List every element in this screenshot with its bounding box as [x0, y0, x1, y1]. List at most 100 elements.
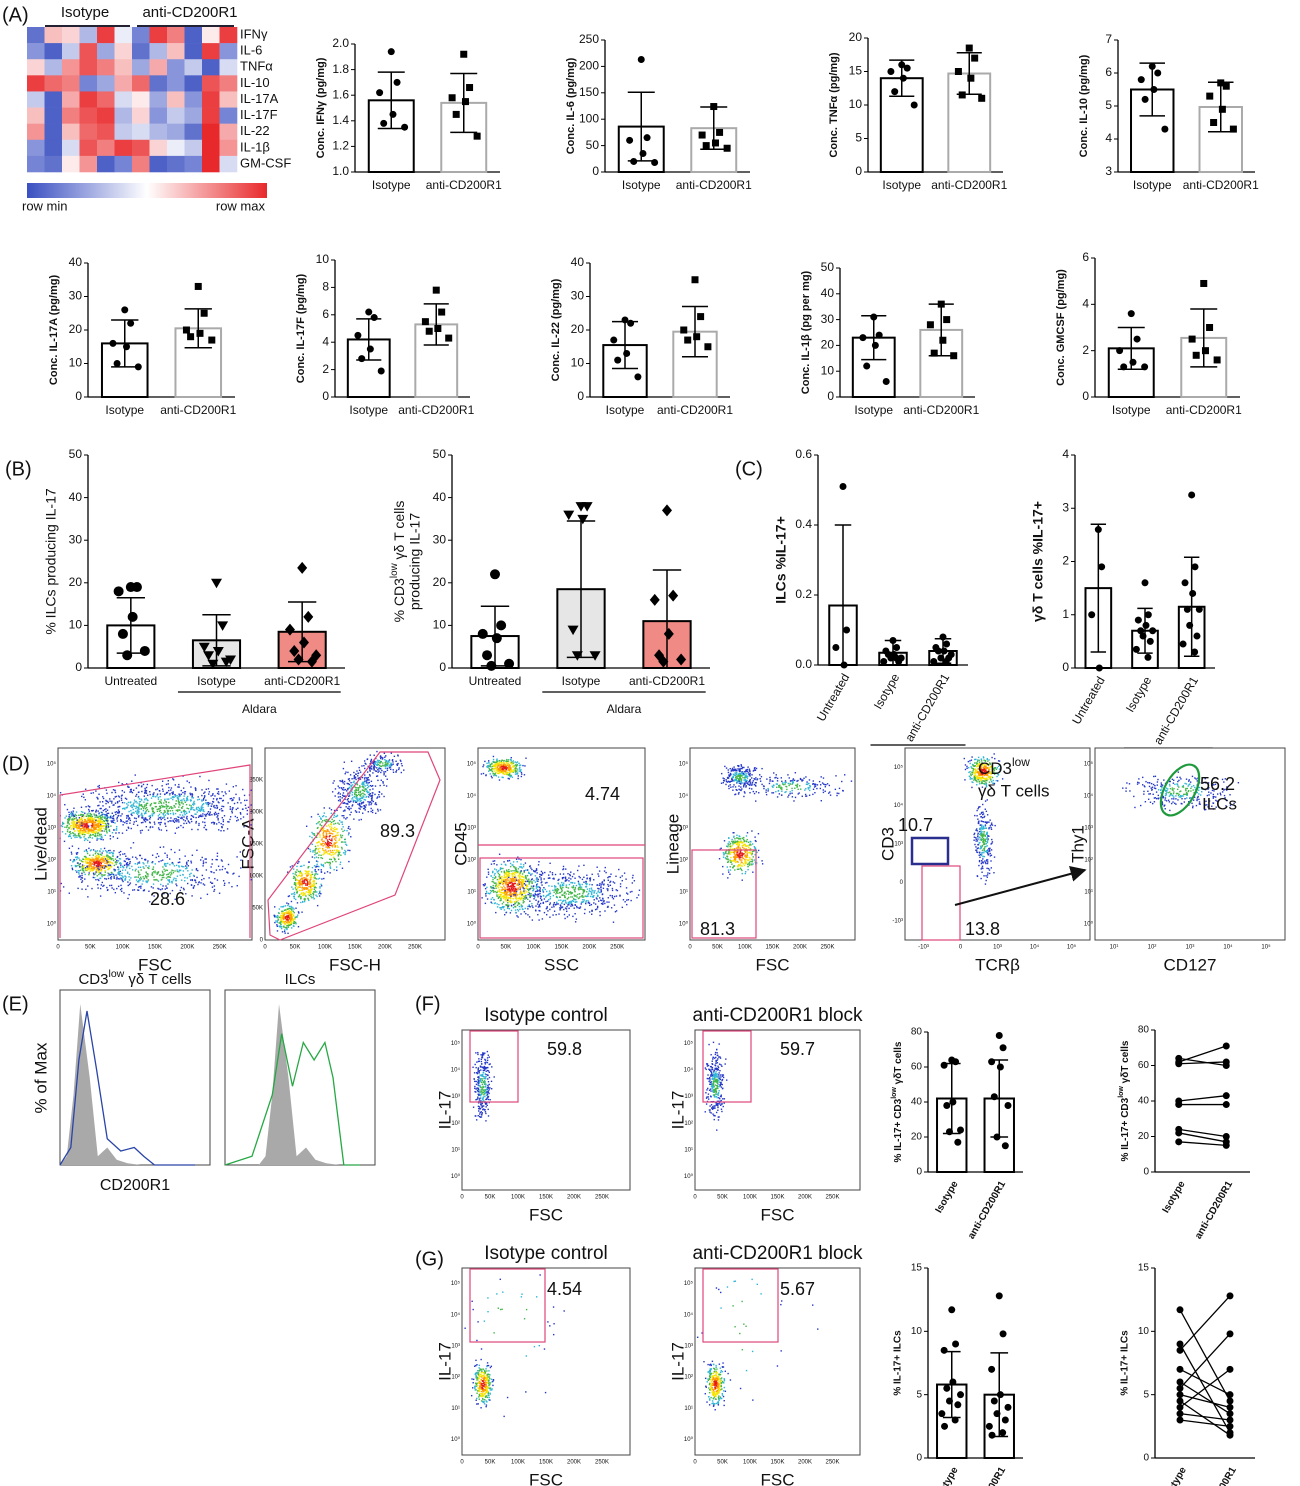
dot	[295, 898, 297, 901]
dot	[494, 765, 497, 768]
dot	[186, 812, 188, 814]
x-tick-label: Untreated	[1069, 674, 1107, 727]
dot	[513, 769, 515, 772]
dot	[355, 791, 357, 793]
dot	[288, 907, 290, 910]
dot	[84, 819, 86, 821]
dot	[330, 851, 332, 854]
dot	[496, 762, 498, 765]
dot	[315, 856, 318, 858]
dot	[216, 855, 219, 857]
dot	[151, 868, 154, 870]
dot	[310, 889, 313, 891]
dot	[497, 776, 500, 778]
dot	[102, 856, 104, 858]
dot	[515, 858, 518, 860]
dot	[347, 792, 349, 795]
dot	[323, 840, 325, 842]
dot	[216, 859, 218, 861]
dot	[180, 789, 182, 792]
dot	[328, 842, 331, 844]
dot	[223, 815, 226, 817]
dot	[90, 864, 92, 866]
dot	[178, 786, 180, 788]
dot	[178, 849, 181, 851]
dot	[90, 849, 92, 851]
dot	[317, 869, 320, 871]
dot	[186, 866, 188, 869]
dot	[290, 893, 293, 895]
dot	[168, 801, 170, 804]
dot	[96, 871, 98, 873]
dot	[107, 849, 110, 852]
dot	[322, 849, 324, 851]
dot	[198, 822, 200, 825]
dot	[137, 862, 139, 864]
dot	[126, 815, 128, 817]
heatmap-cell	[114, 155, 133, 173]
dot	[137, 876, 139, 878]
dot	[337, 858, 340, 860]
y-tick-label: 0	[75, 660, 82, 674]
dot	[123, 802, 126, 804]
dot	[246, 825, 248, 827]
dot	[363, 765, 365, 767]
dot	[320, 885, 323, 887]
dot	[245, 807, 247, 809]
dot	[172, 813, 175, 816]
dot	[183, 866, 185, 868]
dot	[91, 837, 94, 839]
dot	[149, 791, 151, 793]
y-tick-label: 20	[571, 322, 585, 336]
dot	[80, 817, 83, 820]
heatmap-cell	[202, 91, 220, 108]
dot	[222, 865, 224, 868]
dot	[313, 885, 316, 888]
dot	[111, 820, 114, 822]
data-point	[702, 142, 710, 150]
dot	[283, 917, 285, 919]
dot	[313, 881, 315, 883]
data-point	[626, 136, 634, 144]
dot	[334, 828, 336, 831]
y-tick-label: 4	[1082, 297, 1089, 311]
dot	[325, 849, 327, 851]
dot	[205, 829, 208, 831]
dot	[173, 818, 176, 820]
heatmap-cell	[149, 155, 168, 173]
dot	[240, 818, 242, 820]
dot	[209, 808, 212, 810]
dot	[149, 826, 151, 829]
dot	[330, 823, 332, 825]
dot	[169, 892, 171, 895]
dot	[347, 795, 350, 797]
dot	[325, 831, 327, 833]
dot	[170, 817, 172, 819]
dot	[343, 780, 346, 783]
dot	[188, 781, 191, 784]
dot	[145, 804, 148, 807]
dot	[81, 874, 83, 877]
dot	[276, 930, 279, 932]
dot	[154, 796, 157, 798]
dot	[397, 754, 399, 756]
dot	[85, 826, 87, 828]
dot	[145, 786, 148, 789]
dot	[361, 812, 364, 814]
dot	[105, 830, 108, 833]
dot	[506, 773, 508, 776]
dot	[94, 861, 96, 864]
dot	[111, 873, 113, 875]
dot	[86, 869, 89, 872]
dot	[158, 860, 160, 863]
dot	[365, 782, 368, 784]
error-bar	[377, 71, 405, 130]
dot	[350, 811, 352, 814]
dot	[496, 766, 499, 768]
dot	[205, 799, 207, 801]
x-tick-label: Isotype	[1112, 403, 1151, 417]
dot	[211, 803, 213, 805]
dot	[106, 821, 109, 823]
dot	[94, 850, 97, 852]
x-tick-label: Isotype	[349, 403, 388, 417]
